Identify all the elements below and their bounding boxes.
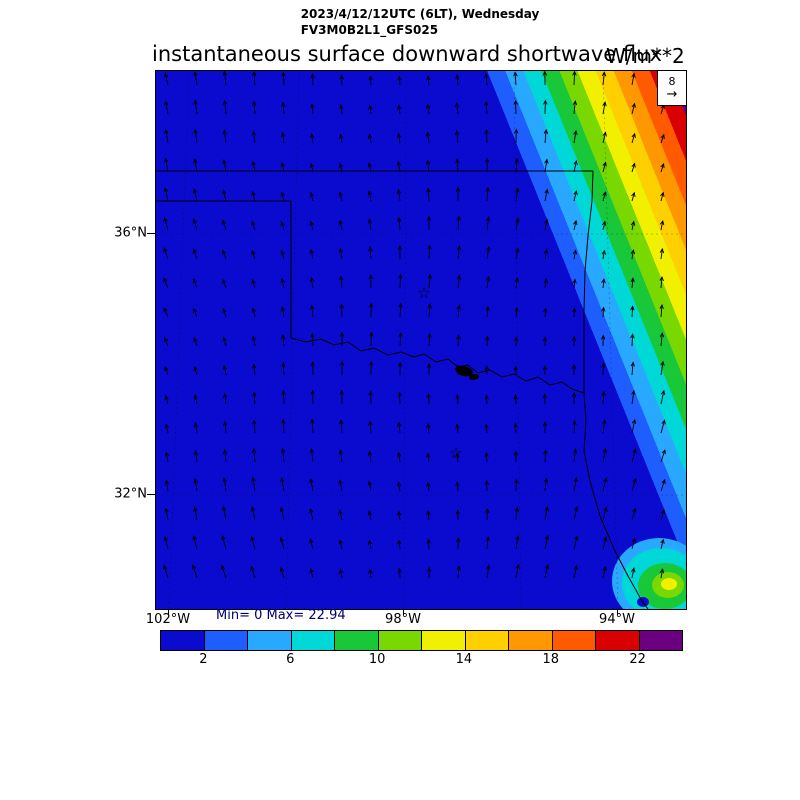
river xyxy=(290,337,585,394)
valid-time-label: 2023/4/12/12UTC (6LT), Wednesday xyxy=(300,7,540,21)
colorbar xyxy=(160,630,683,651)
reference-vector-arrow-icon: → xyxy=(666,86,678,102)
lon-tick-label: 94°W xyxy=(599,612,635,627)
reference-vector-box: 8 → xyxy=(657,71,686,106)
colorbar-segment xyxy=(595,631,639,650)
lon-tick-label: 98°W xyxy=(385,612,421,627)
reference-vector-value: 8 xyxy=(668,74,676,88)
city-markers: ☆☆ xyxy=(417,284,462,462)
colorbar-segment xyxy=(334,631,378,650)
minmax-label: Min= 0 Max= 22.94 xyxy=(216,608,346,623)
colorbar-segment xyxy=(421,631,465,650)
plot-title: instantaneous surface downward shortwave… xyxy=(152,42,662,66)
lat-tick xyxy=(147,494,155,495)
colorbar-labels: 2 6 10 14 18 22 xyxy=(160,652,681,668)
graticule xyxy=(156,71,686,609)
plot-units-label: W/m**2 xyxy=(606,44,685,68)
colorbar-segment xyxy=(551,631,595,650)
map-plot: ☆ ☆ 8 → xyxy=(155,70,687,610)
state-borders xyxy=(156,170,649,609)
lat-tick-label: 36°N xyxy=(114,225,147,241)
colorbar-segment xyxy=(290,631,334,650)
lat-tick xyxy=(147,233,155,234)
colorbar-segment xyxy=(638,631,682,650)
colorbar-segment xyxy=(464,631,508,650)
lon-tick-label: 102°W xyxy=(145,612,191,627)
colorbar-tick-label: 22 xyxy=(629,652,646,667)
colorbar-tick-label: 18 xyxy=(542,652,560,667)
colorbar-tick-label: 14 xyxy=(455,652,473,667)
lon-tick xyxy=(617,609,618,615)
map-overlay: ☆☆ xyxy=(156,71,686,609)
colorbar-segment xyxy=(508,631,552,650)
plot-header-block: 2023/4/12/12UTC (6LT), Wednesday FV3M0B2… xyxy=(301,6,540,38)
svg-text:☆: ☆ xyxy=(449,444,462,462)
svg-text:☆: ☆ xyxy=(417,284,430,302)
colorbar-segment xyxy=(203,631,247,650)
colorbar-segment xyxy=(247,631,291,650)
colorbar-tick-label: 2 xyxy=(199,652,208,667)
plot-header: 2023/4/12/12UTC (6LT), Wednesday FV3M0B2… xyxy=(155,6,685,38)
colorbar-segment xyxy=(161,631,204,650)
lon-tick xyxy=(403,609,404,615)
model-id-label: FV3M0B2L1_GFS025 xyxy=(300,23,439,37)
colorbar-tick-label: 10 xyxy=(368,652,386,667)
local-max-blob xyxy=(612,538,686,609)
colorbar-tick-label: 6 xyxy=(286,652,295,667)
colorbar-segment xyxy=(377,631,421,650)
lon-tick xyxy=(168,609,169,615)
wind-vectors xyxy=(163,71,666,579)
lat-tick-label: 32°N xyxy=(114,486,147,502)
